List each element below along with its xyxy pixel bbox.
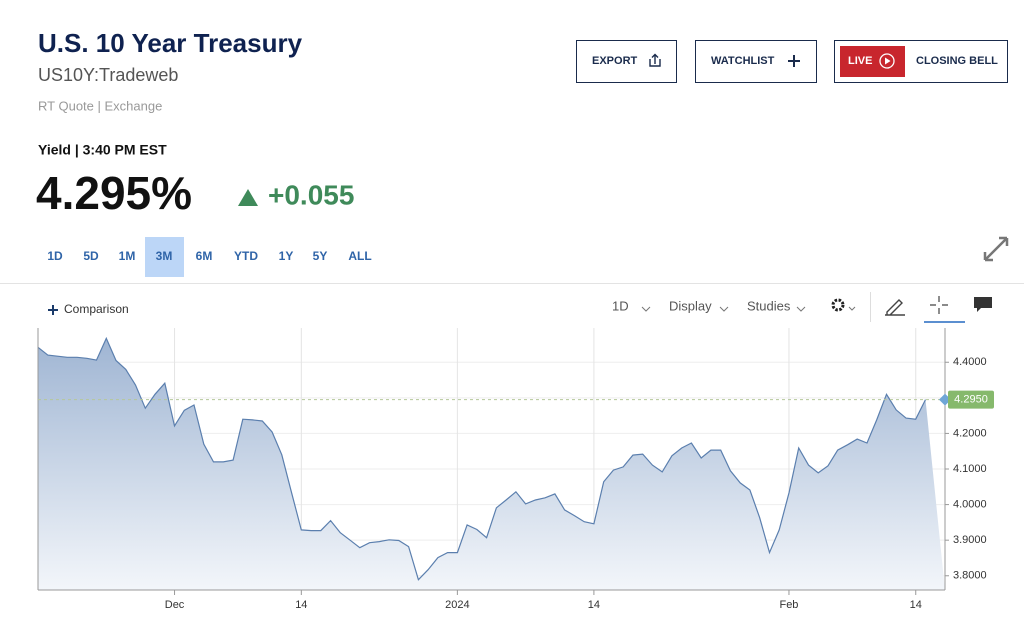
range-tab[interactable]: 1D — [47, 249, 63, 263]
x-tick-label: 14 — [588, 599, 600, 611]
button-label: EXPORT — [592, 55, 638, 67]
expand-icon[interactable] — [983, 236, 1009, 262]
range-tab[interactable]: 6M — [196, 249, 213, 263]
y-tick-label: 4.1000 — [953, 463, 987, 475]
y-tick-label: 4.4000 — [953, 356, 987, 368]
range-tab[interactable]: 1M — [119, 249, 136, 263]
y-tick-label: 4.0000 — [953, 498, 987, 510]
quote-type: RT Quote | Exchange — [38, 98, 162, 113]
selected-tab — [145, 237, 184, 277]
last-price-tag — [948, 390, 994, 409]
x-tick-label: 14 — [910, 599, 922, 611]
range-tab[interactable]: ALL — [348, 249, 371, 263]
plus-icon — [788, 55, 800, 67]
comment-icon[interactable] — [974, 297, 992, 312]
live-button[interactable]: LIVE CLOSING BELL — [834, 40, 1008, 83]
play-icon — [879, 53, 895, 69]
price: 4.295% — [36, 167, 192, 219]
title: U.S. 10 Year Treasury — [38, 28, 303, 58]
area — [38, 338, 945, 590]
studies[interactable]: Studies — [747, 298, 791, 313]
button-label: WATCHLIST — [711, 55, 775, 67]
x-tick-label: 14 — [295, 599, 307, 611]
comparison[interactable]: Comparison — [64, 302, 129, 316]
range-tab[interactable]: 5Y — [313, 249, 328, 263]
plot: 3.80003.90004.00004.10004.20004.30004.40… — [37, 328, 994, 611]
range-tab[interactable]: 3M — [156, 249, 173, 263]
caret — [641, 306, 651, 312]
range-tab[interactable]: 5D — [83, 249, 99, 263]
live-text: LIVE — [848, 55, 872, 67]
range-tabs: 1D 5D 1M 3M 6M YTD 1Y 5Y ALL — [47, 237, 372, 277]
watchlist-button[interactable]: WATCHLIST — [695, 40, 817, 83]
export-button[interactable]: EXPORT — [576, 40, 677, 83]
display[interactable]: Display — [669, 298, 712, 313]
x-tick-label: Feb — [779, 599, 798, 611]
button-label: CLOSING BELL — [916, 55, 998, 67]
caret — [719, 306, 729, 312]
x-tick-label: 2024 — [445, 599, 469, 611]
crosshair-icon[interactable] — [930, 296, 948, 314]
play-triangle — [885, 57, 891, 65]
change: +0.055 — [268, 179, 354, 210]
symbol: US10Y:Tradeweb — [38, 65, 178, 85]
y-tick-label: 4.2000 — [953, 427, 987, 439]
export-icon — [649, 53, 661, 67]
y-tick-label: 3.9000 — [953, 534, 987, 546]
range-tab[interactable]: 1Y — [279, 249, 294, 263]
last-price-label: 4.2950 — [954, 394, 988, 406]
line — [37, 336, 927, 581]
y-tick-label: 3.8000 — [953, 570, 987, 582]
x-tick-label: Dec — [165, 599, 185, 611]
interval[interactable]: 1D — [612, 298, 629, 313]
draw-icon[interactable] — [885, 299, 905, 316]
caret — [848, 306, 856, 311]
plus-icon — [48, 305, 58, 315]
up-arrow — [238, 189, 258, 206]
caret — [796, 306, 806, 312]
settings-icon[interactable] — [831, 298, 845, 312]
quote-label: Yield | 3:40 PM EST — [38, 142, 167, 158]
range-tab[interactable]: YTD — [234, 249, 258, 263]
